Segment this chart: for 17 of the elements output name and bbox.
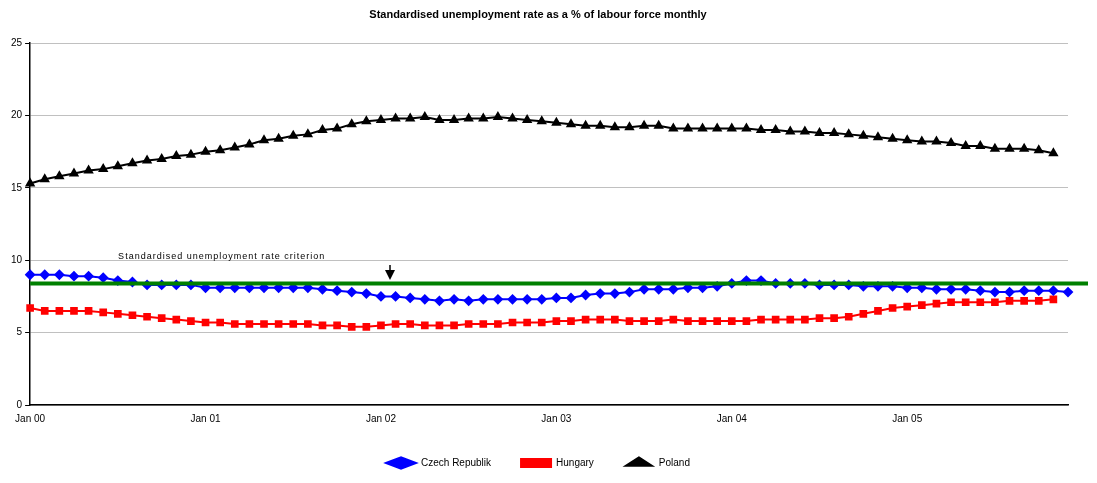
x-tick-label: Jan 04 — [716, 412, 748, 424]
ref-line-label: Standardised unemployment rate criterion — [118, 251, 326, 262]
legend-label: Poland — [658, 456, 690, 468]
legend-label: Czech Republik — [421, 456, 493, 468]
chart-title: Standardised unemployment rate as a % of labour force monthly — [369, 7, 708, 20]
y-tick-label: 10 — [11, 254, 23, 266]
y-tick-label: 20 — [11, 109, 23, 121]
legend-label: Hungary — [556, 456, 594, 468]
x-tick-label: Jan 00 — [15, 412, 46, 424]
y-tick-label: 15 — [11, 181, 23, 193]
x-tick-label: Jan 02 — [365, 412, 397, 424]
y-tick-label: 0 — [16, 398, 23, 410]
y-tick-label: 25 — [11, 36, 23, 48]
y-tick-label: 5 — [16, 326, 23, 338]
x-tick-label: Jan 01 — [190, 412, 221, 424]
x-tick-label: Jan 03 — [541, 412, 572, 424]
x-tick-label: Jan 05 — [892, 412, 923, 424]
